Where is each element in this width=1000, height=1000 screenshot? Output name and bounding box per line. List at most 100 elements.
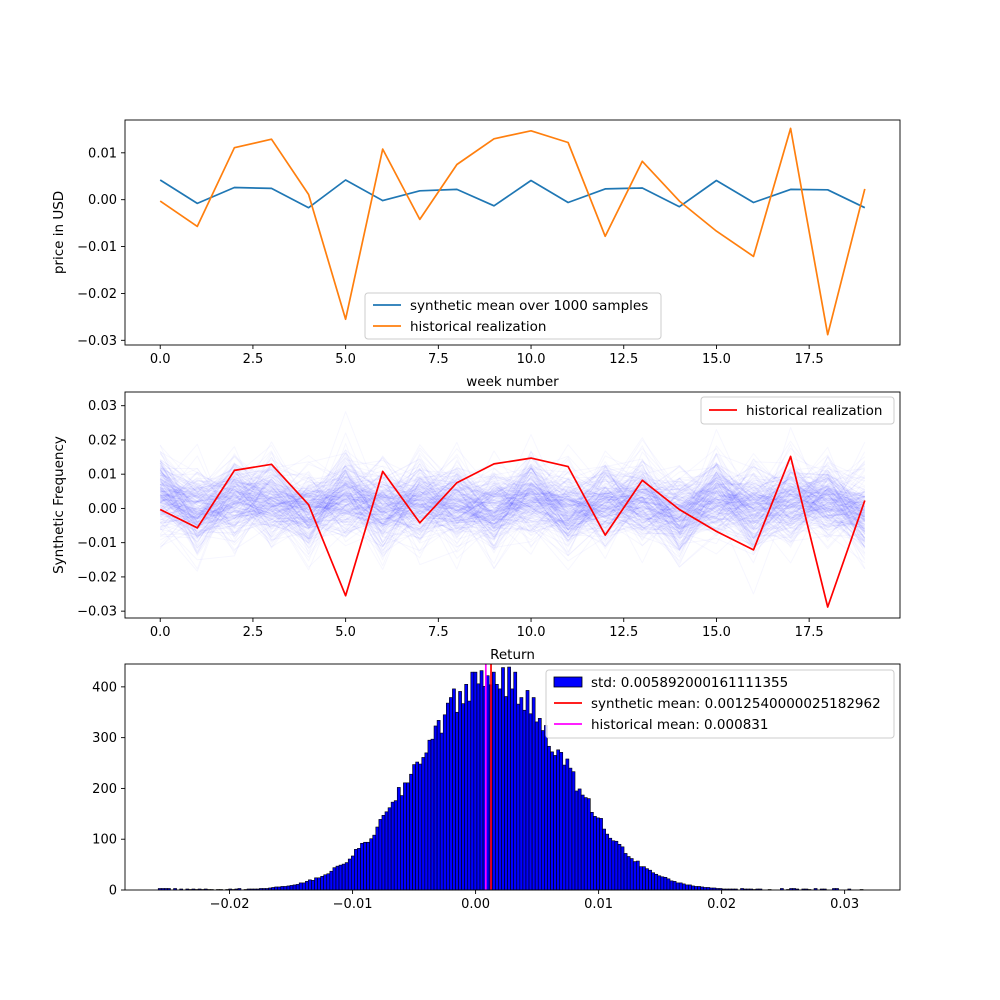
histogram-bar: [406, 782, 410, 891]
legend-label: synthetic mean over 1000 samples: [410, 298, 648, 314]
x-tick-label: 10.0: [517, 352, 546, 367]
x-tick-label: 0.02: [707, 897, 736, 912]
histogram-bar: [292, 884, 297, 891]
histogram-bar: [522, 709, 527, 891]
histogram-bar: [360, 842, 364, 891]
axes-frame: [124, 663, 901, 891]
histogram-bar: [504, 696, 508, 891]
histogram-bar: [430, 738, 435, 891]
synthetic-paths-chart: 0.0 2.5 5.0 7.5 10.0 12.5 15.0 17.5 −0.03 −0.02 −0…: [51, 391, 901, 663]
y-tick-label: 300: [92, 731, 117, 746]
histogram-bar: [390, 801, 395, 891]
histogram-bar: [412, 764, 416, 891]
histogram-bar: [308, 879, 312, 891]
histogram-bar: [332, 867, 337, 891]
histogram-bar: [645, 868, 649, 891]
x-axis-label: week number: [466, 374, 559, 390]
histogram-bar: [531, 697, 536, 891]
histogram-bar: [534, 721, 539, 891]
histogram-bar: [694, 886, 698, 891]
histogram-bar: [424, 752, 429, 891]
y-tick-label: 0.00: [88, 502, 117, 517]
histogram-bar: [691, 885, 695, 891]
histogram-bar: [636, 860, 640, 891]
histogram-bar: [409, 773, 413, 891]
histogram-bar: [347, 858, 352, 891]
histogram-bar: [387, 807, 392, 891]
histogram-bar: [632, 861, 637, 891]
histogram-bar: [280, 886, 285, 891]
histogram-bar: [556, 749, 560, 891]
histogram-bar: [629, 858, 634, 891]
y-tick-label: 0.01: [88, 146, 117, 161]
x-tick-label: 0.03: [830, 897, 859, 912]
histogram-bar: [479, 670, 484, 891]
legend-label: synthetic mean: 0.0012540000025182962: [591, 696, 881, 712]
histogram-bar: [341, 863, 346, 891]
histogram-bar: [697, 886, 701, 891]
histogram-bar: [452, 688, 456, 891]
histogram-bar: [283, 886, 288, 891]
legend: synthetic mean over 1000 samples historic…: [364, 292, 662, 340]
histogram-bar: [274, 886, 279, 891]
histogram-bar: [626, 856, 631, 891]
histogram-bar: [617, 843, 622, 891]
legend: historical realization: [700, 396, 895, 425]
x-tick-label: 15.0: [702, 625, 731, 640]
histogram-bar: [525, 690, 530, 891]
histogram-bar: [540, 730, 545, 891]
y-tick-label: −0.01: [77, 536, 117, 551]
histogram-bar: [568, 767, 573, 891]
x-tick-label: 7.5: [428, 625, 449, 640]
histogram-bar: [675, 882, 680, 891]
legend-label: std: 0.005892000161111355: [591, 675, 788, 691]
histogram-bar: [544, 725, 548, 891]
histogram-bar: [421, 757, 426, 891]
price-line-chart: 0.0 2.5 5.0 7.5 10.0 12.5 15.0 17.5 −0.03 −0.02 −0…: [51, 119, 901, 390]
histogram-bar: [350, 855, 355, 891]
legend-swatch: [553, 676, 583, 688]
histogram-bar: [510, 688, 515, 891]
histogram-bar: [516, 703, 521, 891]
histogram-bar: [657, 875, 662, 891]
histogram-bar: [654, 873, 659, 891]
y-tick-label: 100: [92, 833, 117, 848]
legend: std: 0.005892000161111355 synthetic mean:…: [545, 669, 895, 739]
histogram-bar: [366, 841, 370, 891]
histogram-bar: [403, 782, 407, 891]
histogram-bar: [445, 702, 450, 891]
histogram-bar: [286, 885, 291, 891]
histogram-bar: [470, 671, 475, 891]
y-tick-label: 0.03: [88, 399, 117, 414]
y-tick-label: 200: [92, 782, 117, 797]
histogram-bar: [550, 751, 554, 891]
x-axis-label: Return: [490, 647, 535, 663]
histogram-bar: [277, 886, 282, 891]
histogram-bar: [590, 811, 594, 891]
histogram-bar: [593, 816, 597, 891]
x-tick-label: 2.5: [243, 352, 264, 367]
x-tick-label: 5.0: [335, 352, 356, 367]
x-tick-label: 17.5: [795, 625, 824, 640]
histogram-bar: [323, 874, 328, 891]
histogram-bar: [298, 882, 303, 891]
histogram-bar: [602, 828, 606, 891]
histogram-bar: [498, 688, 502, 891]
histogram-bar: [651, 872, 655, 891]
return-histogram: −0.02 −0.01 0.00 0.01 0.02 0.03 0 100 200 300 400 s…: [92, 663, 901, 912]
histogram-bar: [396, 787, 401, 891]
histogram-bar: [418, 763, 423, 891]
y-tick-label: −0.03: [77, 334, 117, 349]
histogram-bar: [369, 838, 374, 891]
histogram-bar: [519, 697, 524, 891]
x-tick-label: 15.0: [702, 352, 731, 367]
histogram-bar: [372, 834, 377, 891]
x-tick-label: 5.0: [335, 625, 356, 640]
histogram-bar: [547, 745, 551, 891]
histogram-bar: [458, 691, 462, 891]
x-tick-label: 12.5: [609, 352, 638, 367]
histogram-bar: [571, 771, 576, 891]
series-line-1: [159, 127, 866, 336]
histogram-bar: [338, 864, 343, 891]
histogram-bar: [596, 817, 600, 891]
